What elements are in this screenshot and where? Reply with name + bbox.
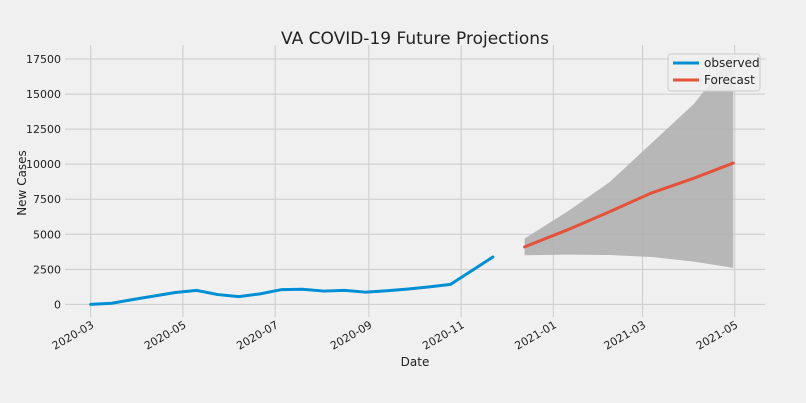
y-tick-label: 12500 [26,123,61,136]
y-tick-label: 10000 [26,158,61,171]
series-line-forecast [523,161,735,249]
y-tick-label: 0 [54,298,61,311]
legend-label: Forecast [704,73,755,87]
y-tick-label: 5000 [33,228,61,241]
series-line-observed [89,255,495,306]
y-tick-label: 7500 [33,193,61,206]
legend: observed Forecast [667,53,761,92]
x-axis-label: Date [401,355,430,369]
y-tick-label: 15000 [26,88,61,101]
chart-title: VA COVID-19 Future Projections [281,29,549,49]
legend-label: observed [704,56,760,70]
y-tick-label: 2500 [33,263,61,276]
y-axis-label: New Cases [15,150,29,216]
plot-area [89,53,735,306]
forecast-confidence-band [524,53,734,268]
y-tick-label: 17500 [26,53,61,66]
